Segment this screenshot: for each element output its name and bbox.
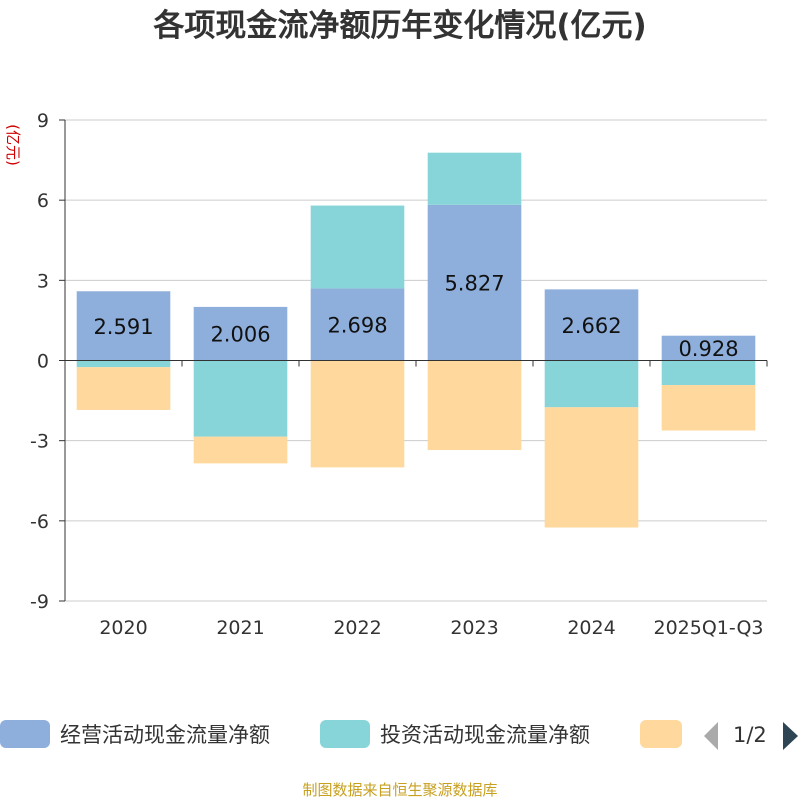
y-tick-label-2: 3	[37, 270, 49, 292]
axes: 9 6 3 0 -3 -6 -9 2020 2021 2022 2023 2024 2025Q1-Q3	[30, 110, 768, 639]
y-tick-label-6: -9	[30, 591, 49, 613]
x-tick-label-2024: 2024	[567, 617, 615, 639]
bar-2020-series-2[interactable]	[76, 367, 171, 410]
bars-group	[76, 152, 756, 528]
bar-2024-series-0[interactable]	[544, 289, 639, 361]
data-label-2025Q1-Q3: 0.928	[678, 337, 738, 361]
legend-label-investing[interactable]: 投资活动现金流量净额	[380, 723, 590, 747]
x-tick-label-2023: 2023	[450, 617, 498, 639]
bar-2022-series-2[interactable]	[310, 360, 405, 468]
data-label-2021: 2.006	[210, 323, 270, 347]
bar-2023-series-0[interactable]	[427, 204, 522, 361]
legend-swatch-financing[interactable]	[640, 720, 682, 748]
y-tick-label-5: -6	[30, 511, 49, 533]
y-axis-unit-label: (亿元)	[4, 124, 22, 166]
bar-2020-series-0[interactable]	[76, 291, 171, 361]
bar-2025Q1-Q3-series-1[interactable]	[661, 360, 756, 386]
data-label-2022: 2.698	[327, 313, 387, 337]
bar-2021-series-2[interactable]	[193, 436, 288, 464]
x-tick-label-2022: 2022	[333, 617, 381, 639]
legend-prev-page-icon[interactable]	[704, 722, 718, 750]
bar-2024-series-2[interactable]	[544, 407, 639, 528]
legend-swatch-investing[interactable]	[320, 720, 370, 748]
y-tick-label-4: -3	[30, 431, 49, 453]
data-label-2023: 5.827	[444, 272, 504, 296]
bar-2021-series-1[interactable]	[193, 360, 288, 437]
legend-swatch-operating[interactable]	[0, 720, 50, 748]
data-label-2024: 2.662	[561, 314, 621, 338]
bar-2022-series-1[interactable]	[310, 205, 405, 289]
x-tick-label-2020: 2020	[99, 617, 147, 639]
bar-2022-series-0[interactable]	[310, 288, 405, 361]
data-source-note: 制图数据来自恒生聚源数据库	[302, 781, 497, 799]
gridlines	[65, 119, 767, 602]
x-tick-label-2021: 2021	[216, 617, 264, 639]
y-tick-label-0: 9	[37, 110, 49, 132]
y-tick-label-1: 6	[37, 190, 49, 212]
data-label-2020: 2.591	[93, 315, 153, 339]
x-tick-label-2025Q1-Q3: 2025Q1-Q3	[654, 617, 764, 639]
legend-label-operating[interactable]: 经营活动现金流量净额	[60, 723, 270, 747]
bar-2024-series-1[interactable]	[544, 360, 639, 408]
y-tick-label-3: 0	[37, 351, 49, 373]
bar-2025Q1-Q3-series-2[interactable]	[661, 385, 756, 431]
legend-next-page-icon[interactable]	[783, 722, 798, 750]
bar-2023-series-1[interactable]	[427, 152, 522, 205]
legend-page-indicator: 1/2	[733, 723, 767, 747]
legend: 经营活动现金流量净额 投资活动现金流量净额 1/2	[0, 720, 798, 750]
bar-2023-series-2[interactable]	[427, 360, 522, 451]
bar-2025Q1-Q3-series-0[interactable]	[661, 335, 756, 361]
chart-title: 各项现金流净额历年变化情况(亿元)	[152, 8, 646, 44]
bar-2021-series-0[interactable]	[193, 306, 288, 361]
data-labels: 2.591 2.006 2.698 5.827 2.662 0.928	[93, 272, 738, 361]
bar-2020-series-1[interactable]	[76, 360, 171, 368]
